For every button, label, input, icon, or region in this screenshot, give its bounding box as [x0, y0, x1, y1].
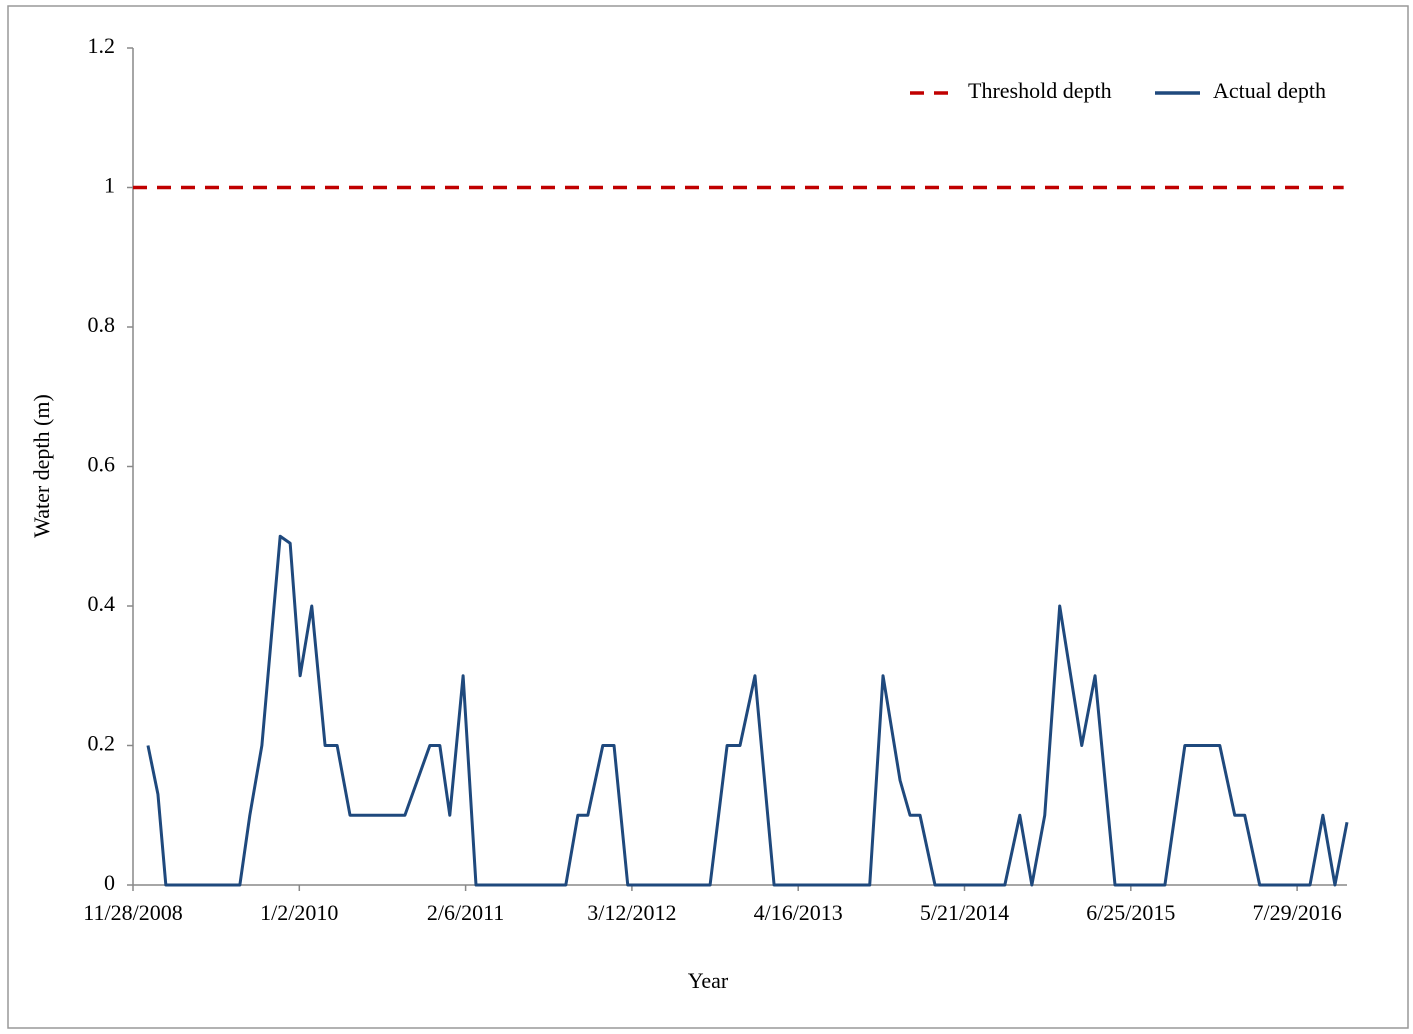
x-axis-label: Year — [688, 968, 729, 993]
y-tick-label: 0.2 — [88, 731, 116, 756]
x-tick-label: 3/12/2012 — [587, 900, 676, 925]
x-tick-label: 4/16/2013 — [754, 900, 843, 925]
y-tick-label: 0 — [104, 870, 115, 895]
x-tick-label: 6/25/2015 — [1086, 900, 1175, 925]
legend-label: Threshold depth — [968, 78, 1112, 103]
x-tick-label: 11/28/2008 — [83, 900, 182, 925]
y-tick-label: 0.6 — [88, 452, 116, 477]
chart-border — [7, 5, 1409, 1029]
x-tick-label: 2/6/2011 — [427, 900, 504, 925]
x-tick-label: 5/21/2014 — [920, 900, 1009, 925]
y-tick-label: 1 — [104, 173, 115, 198]
x-tick-label: 7/29/2016 — [1252, 900, 1341, 925]
legend-label: Actual depth — [1213, 78, 1326, 103]
y-tick-label: 1.2 — [88, 33, 116, 58]
y-tick-label: 0.4 — [88, 591, 116, 616]
y-axis-label: Water depth (m) — [29, 394, 54, 538]
x-tick-label: 1/2/2010 — [260, 900, 338, 925]
y-tick-label: 0.8 — [88, 312, 116, 337]
data-line — [146, 534, 1349, 887]
